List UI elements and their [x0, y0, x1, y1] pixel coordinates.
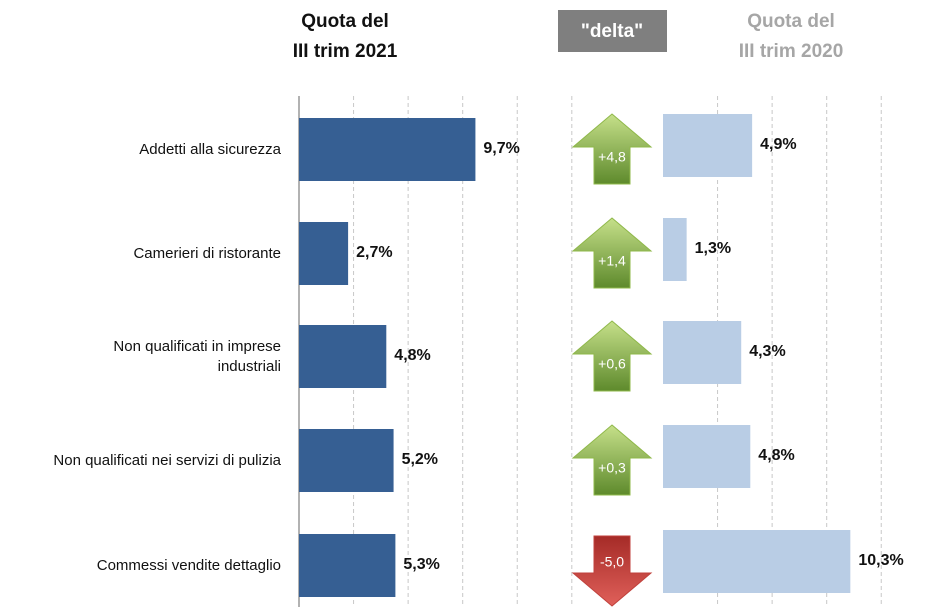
category-label: Non qualificati in imprese industriali: [113, 338, 281, 375]
delta-arrow: [571, 217, 653, 289]
category-label: Addetti alla sicurezza: [139, 141, 281, 158]
bar: [663, 218, 687, 281]
bar: [663, 321, 742, 384]
bar: [299, 429, 394, 492]
category-label: Commessi vendite dettaglio: [97, 557, 281, 574]
value-label: 4,8%: [394, 347, 430, 364]
bar: [663, 425, 751, 488]
bar: [299, 118, 476, 181]
value-label: 1,3%: [695, 240, 731, 257]
category-label: Camerieri di ristorante: [133, 245, 281, 262]
delta-arrow: [571, 113, 653, 185]
value-label: 4,3%: [749, 343, 785, 360]
value-label: 5,3%: [403, 556, 439, 573]
bar: [299, 534, 396, 597]
delta-title: "delta": [581, 21, 643, 42]
delta-label: +0,6: [598, 356, 626, 372]
bar: [299, 222, 349, 285]
value-label: 4,8%: [758, 447, 794, 464]
value-label: 5,2%: [402, 451, 438, 468]
value-label: 9,7%: [483, 140, 519, 157]
series-title: Quota del III trim 2021: [293, 11, 398, 62]
category-label: Non qualificati nei servizi di pulizia: [53, 452, 281, 469]
value-label: 2,7%: [356, 244, 392, 261]
delta-arrow: [571, 320, 653, 392]
delta-arrow: [571, 424, 653, 496]
series-title: Quota del III trim 2020: [739, 11, 844, 62]
bar: [299, 325, 387, 388]
bar: [663, 114, 753, 177]
value-label: 4,9%: [760, 136, 796, 153]
bar: [663, 530, 851, 593]
value-label: 10,3%: [858, 552, 903, 569]
delta-arrow: [571, 535, 653, 607]
delta-label: +0,3: [598, 460, 626, 476]
delta-box: [558, 10, 667, 52]
delta-label: +1,4: [598, 253, 626, 269]
delta-label: +4,8: [598, 149, 626, 165]
delta-label: -5,0: [600, 554, 624, 570]
